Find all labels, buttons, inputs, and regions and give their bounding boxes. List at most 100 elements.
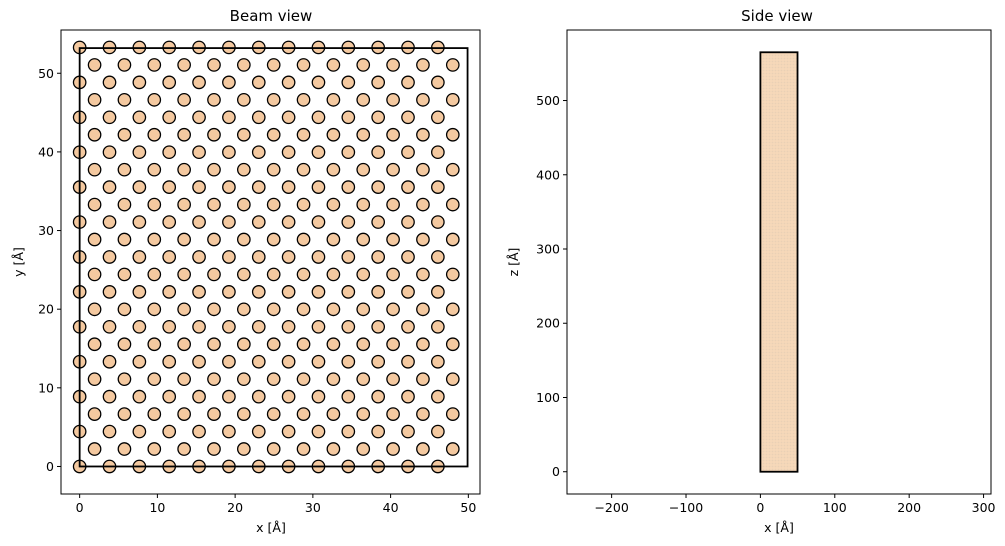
atom-point <box>431 319 445 334</box>
atom-point <box>371 75 386 90</box>
atom-point <box>386 407 400 421</box>
atom-point <box>207 407 221 421</box>
atom-point <box>386 197 400 212</box>
atom-point <box>132 319 147 334</box>
side-view-y-ticks: 0 100 200 300 400 500 <box>536 93 567 479</box>
atom-point <box>162 110 177 125</box>
atom-point <box>416 337 430 352</box>
beam-view-y-tick-label: 50 <box>38 66 54 81</box>
atom-point <box>386 162 400 177</box>
atom-point <box>341 354 356 369</box>
atom-point <box>192 354 206 369</box>
atom-point <box>266 267 281 282</box>
atom-point <box>236 442 251 456</box>
atom-point <box>222 424 236 439</box>
atom-point <box>281 424 296 439</box>
atom-point <box>416 162 430 177</box>
atom-point <box>371 215 386 229</box>
atom-point <box>326 162 341 177</box>
atom-point <box>445 58 460 72</box>
atom-point <box>177 337 191 352</box>
atom-point <box>311 215 326 229</box>
atom-point <box>177 302 191 317</box>
atom-point <box>371 180 386 194</box>
atom-point <box>281 354 296 369</box>
atom-point <box>132 354 147 369</box>
atom-point <box>251 110 266 125</box>
atom-point <box>416 197 430 212</box>
atom-point <box>281 319 296 334</box>
atom-point <box>102 110 117 125</box>
atom-point <box>386 302 400 317</box>
atom-point <box>386 232 400 247</box>
beam-view-atoms <box>72 40 460 474</box>
beam-view-x-tick-label: 50 <box>460 500 476 515</box>
atom-point <box>326 197 341 212</box>
side-view-x-tick-label: 0 <box>756 500 764 515</box>
atom-point <box>132 145 147 160</box>
atom-point <box>222 319 236 334</box>
atom-point <box>87 127 102 142</box>
atom-point <box>162 424 177 439</box>
atom-point <box>222 180 236 194</box>
atom-point <box>445 267 460 282</box>
atom-point <box>102 75 117 90</box>
atom-point <box>326 92 341 107</box>
side-view-x-tick-label: 200 <box>897 500 921 515</box>
beam-view-cell-outline <box>78 47 469 468</box>
atom-point <box>311 110 326 125</box>
atom-point <box>251 389 266 404</box>
atom-point <box>251 180 266 194</box>
beam-view-y-ticks: 0 10 20 30 40 50 <box>38 66 61 474</box>
atom-point <box>296 337 311 352</box>
atom-point <box>401 110 415 125</box>
atom-point <box>445 372 460 387</box>
atom-point <box>102 215 117 229</box>
atom-point <box>341 389 356 404</box>
atom-point <box>251 145 266 160</box>
atom-point <box>177 232 191 247</box>
atom-point <box>222 354 236 369</box>
atom-point <box>445 162 460 177</box>
atom-point <box>147 337 162 352</box>
atom-point <box>341 319 356 334</box>
atom-point <box>266 372 281 387</box>
atom-point <box>236 162 251 177</box>
atom-point <box>371 354 386 369</box>
atom-point <box>162 354 177 369</box>
side-view-panel: Side view −200 −100 0 100 200 300 0 100 200 300 4… <box>506 7 996 535</box>
atom-point <box>236 267 251 282</box>
atom-point <box>281 250 296 264</box>
beam-view-y-label: y [Å] <box>11 247 26 277</box>
atom-point <box>132 75 147 90</box>
atom-point <box>177 58 191 72</box>
beam-view-cell <box>78 47 469 468</box>
atom-point <box>311 354 326 369</box>
atom-point <box>311 250 326 264</box>
atom-point <box>266 337 281 352</box>
atom-point <box>162 285 177 299</box>
atom-point <box>386 58 400 72</box>
atom-point <box>326 58 341 72</box>
atom-point <box>147 372 162 387</box>
atom-point <box>445 337 460 352</box>
atom-point <box>147 162 162 177</box>
atom-point <box>296 372 311 387</box>
atom-point <box>192 75 206 90</box>
side-view-cell-outline <box>759 51 799 473</box>
atom-point <box>251 319 266 334</box>
atom-point <box>431 389 445 404</box>
atom-point <box>192 180 206 194</box>
atom-point <box>445 232 460 247</box>
atom-point <box>162 389 177 404</box>
atom-point <box>431 215 445 229</box>
atom-point <box>207 372 221 387</box>
atom-point <box>102 250 117 264</box>
atom-point <box>431 250 445 264</box>
atom-point <box>386 442 400 456</box>
atom-point <box>371 250 386 264</box>
atom-point <box>326 127 341 142</box>
atom-point <box>311 285 326 299</box>
